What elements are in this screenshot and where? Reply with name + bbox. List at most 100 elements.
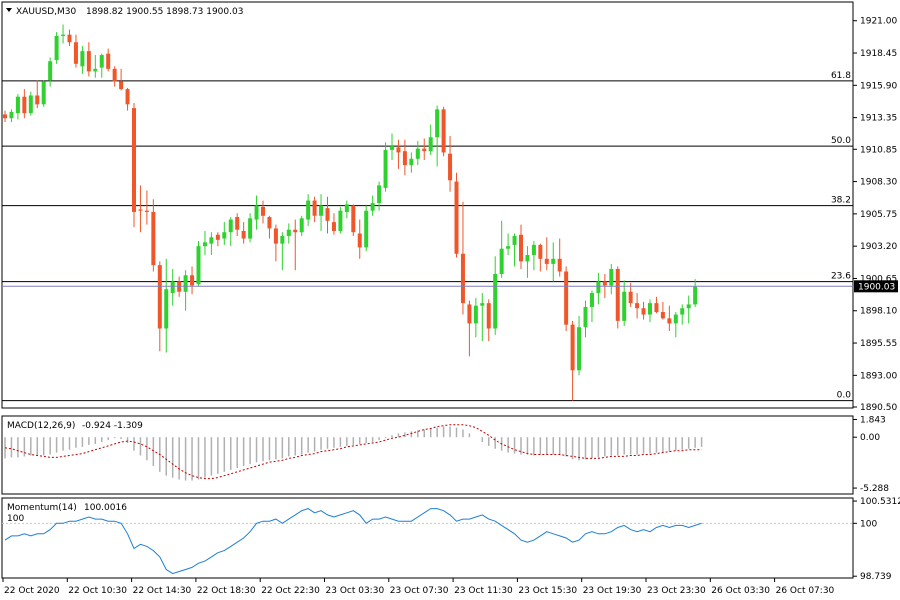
candle-body: [170, 281, 175, 294]
macd-tick-label: 0.00: [860, 433, 880, 443]
candle-body: [473, 305, 478, 324]
candle-body: [338, 210, 343, 231]
candle-body: [454, 181, 459, 254]
fibonacci-levels[interactable]: 61.8 50.0 38.2 23.6 0.0: [2, 71, 853, 402]
candle-body: [648, 303, 652, 315]
current-price-tag: 1900.03: [854, 280, 898, 293]
candle-body: [531, 244, 536, 256]
candle-body: [80, 51, 85, 67]
candle-body: [138, 209, 143, 211]
candle-body: [306, 200, 311, 220]
candle-body: [99, 54, 104, 68]
candle-body: [112, 68, 117, 82]
candle-body: [125, 89, 130, 105]
candle-body: [28, 95, 33, 114]
candle-body: [673, 314, 678, 324]
momentum-tick-label: 98.739: [860, 572, 892, 582]
momentum-tick-label: 100.5312: [860, 497, 900, 507]
price-tick-label: 1898.10: [860, 307, 897, 317]
candle-body: [615, 268, 620, 321]
candle-body: [370, 203, 375, 211]
momentum-indicator-name: Momentum(14): [7, 503, 77, 513]
candle-body: [383, 149, 388, 188]
candle-body: [519, 234, 523, 262]
price-y-axis: 1921.00 1918.45 1915.90 1913.35 1910.85 1908.…: [853, 17, 897, 413]
momentum-y-axis: 100.5312 100 98.739: [853, 497, 900, 582]
candle-body: [564, 271, 569, 325]
candle-body: [409, 158, 414, 166]
candle-body: [396, 147, 401, 153]
candle-body: [183, 275, 188, 292]
time-tick-label: 22 Oct 14:30: [133, 586, 192, 596]
price-tick-label: 1913.35: [860, 114, 897, 124]
candle-body: [493, 274, 498, 329]
candle-body: [654, 303, 659, 313]
candle-body: [525, 255, 530, 262]
candle-body: [3, 114, 7, 119]
price-panel-frame: [1, 1, 854, 409]
momentum-indicator-value: 100.0016: [84, 503, 127, 513]
symbol-label: XAUUSD,M30: [16, 7, 76, 17]
time-tick-label: 23 Oct 07:30: [390, 586, 449, 596]
price-tick-label: 1921.00: [860, 17, 897, 27]
candle-body: [215, 234, 220, 240]
candle-body: [435, 109, 440, 138]
candle-body: [222, 232, 227, 239]
candle-body: [506, 246, 511, 249]
candle-body: [402, 151, 407, 166]
price-tick-label: 1910.85: [860, 145, 897, 155]
time-tick-label: 23 Oct 19:30: [583, 586, 642, 596]
price-tick-label: 1915.90: [860, 81, 897, 91]
candle-body: [357, 233, 362, 248]
candle-body: [190, 275, 195, 286]
candle-body: [41, 81, 46, 105]
candle-body: [667, 318, 672, 324]
fib-level-label: 38.2: [831, 196, 851, 206]
macd-indicator-values: -0.924 -1.309: [82, 421, 143, 431]
candle-body: [286, 229, 291, 237]
macd-histogram: [4, 426, 703, 481]
candle-body: [61, 34, 66, 36]
candle-body: [209, 237, 214, 244]
price-tick-label: 1890.50: [860, 403, 897, 413]
fib-level-label: 0.0: [837, 391, 852, 401]
candle-body: [164, 289, 169, 329]
candle-body: [48, 61, 53, 81]
dropdown-triangle-icon[interactable]: [6, 8, 12, 12]
candle-body: [344, 204, 349, 212]
candle-body: [544, 258, 549, 264]
candle-body: [325, 208, 330, 221]
candle-body: [557, 258, 562, 272]
candle-body: [228, 219, 233, 233]
time-tick-label: 23 Oct 23:30: [647, 586, 706, 596]
price-tick-label: 1900.65: [860, 274, 897, 284]
price-tick-label: 1908.30: [860, 178, 897, 188]
candle-body: [628, 291, 633, 304]
time-tick-label: 23 Oct 11:30: [454, 586, 513, 596]
candle-body: [119, 81, 124, 90]
candle-body: [261, 206, 265, 216]
candle-body: [93, 68, 98, 72]
candle-body: [312, 200, 317, 216]
time-tick-label: 26 Oct 03:30: [711, 586, 770, 596]
current-price-label: 1900.03: [858, 282, 895, 292]
time-tick-label: 22 Oct 22:30: [261, 586, 320, 596]
candle-body: [583, 306, 588, 328]
fib-level-label: 23.6: [831, 272, 851, 282]
candle-body: [570, 324, 575, 371]
candle-body: [390, 146, 394, 150]
candle-body: [132, 108, 136, 212]
candle-body: [364, 210, 369, 248]
candle-body: [293, 229, 298, 233]
momentum-line: [4, 508, 702, 575]
fib-level-label: 61.8: [831, 71, 851, 81]
candle-body: [577, 327, 582, 371]
macd-tick-label: 1.843: [860, 415, 886, 425]
candle-body: [331, 222, 336, 231]
candle-body: [680, 308, 685, 315]
time-tick-label: 23 Oct 15:30: [518, 586, 577, 596]
price-tick-label: 1893.00: [860, 371, 897, 381]
candle-body: [467, 304, 472, 324]
candle-body: [254, 205, 259, 220]
